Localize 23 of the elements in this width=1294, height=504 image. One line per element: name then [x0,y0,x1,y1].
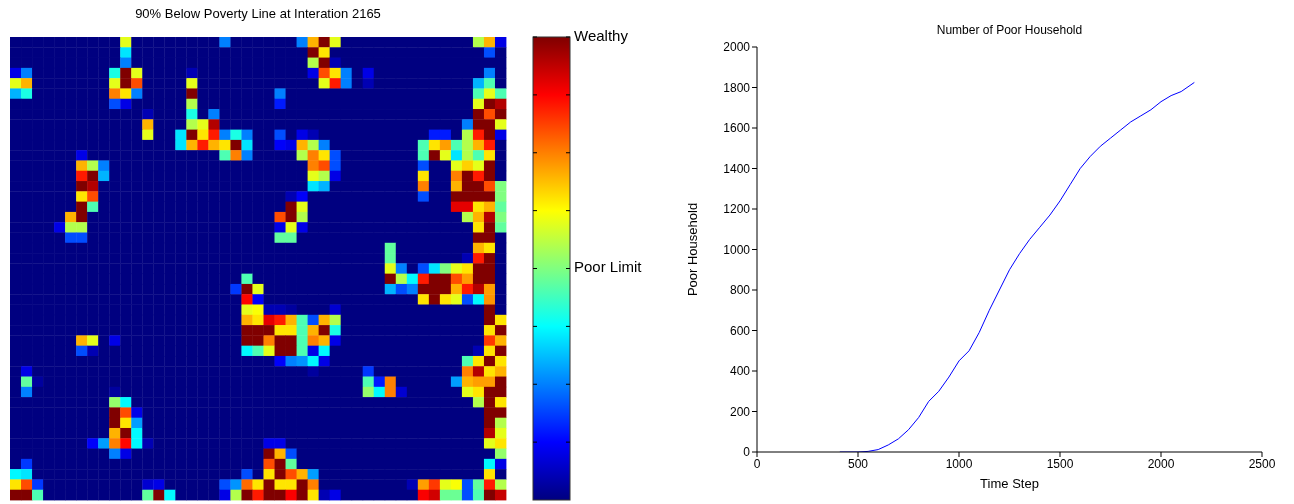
x-tick-label: 0 [753,456,761,471]
x-tick-label: 500 [847,456,869,471]
chart-title: Number of Poor Household [935,23,1084,37]
y-tick-label: 400 [729,364,751,379]
y-tick-label: 1800 [723,80,751,95]
chart-title: 90% Below Poverty Line at Interation 2165 [135,6,381,21]
x-tick-label: 1000 [945,456,973,471]
x-tick-label: 2500 [1248,456,1276,471]
x-tick-label: 1500 [1046,456,1074,471]
y-tick-label: 2000 [723,40,751,55]
y-tick-label: 1000 [723,242,751,257]
color-bar-label: Poor Limit [574,258,643,276]
y-tick-label: 1600 [723,121,751,136]
y-tick-label: 1200 [723,202,751,217]
y-tick-label: 600 [729,323,751,338]
y-tick-label: 800 [729,283,751,298]
y-axis-title: Poor Household [684,202,700,297]
y-tick-label: 200 [729,404,751,419]
x-tick-label: 2000 [1147,456,1175,471]
y-tick-label: 0 [743,445,751,460]
x-axis-title: Time Step [980,476,1039,491]
y-tick-label: 1400 [723,161,751,176]
color-bar-label: Wealthy [574,26,629,44]
